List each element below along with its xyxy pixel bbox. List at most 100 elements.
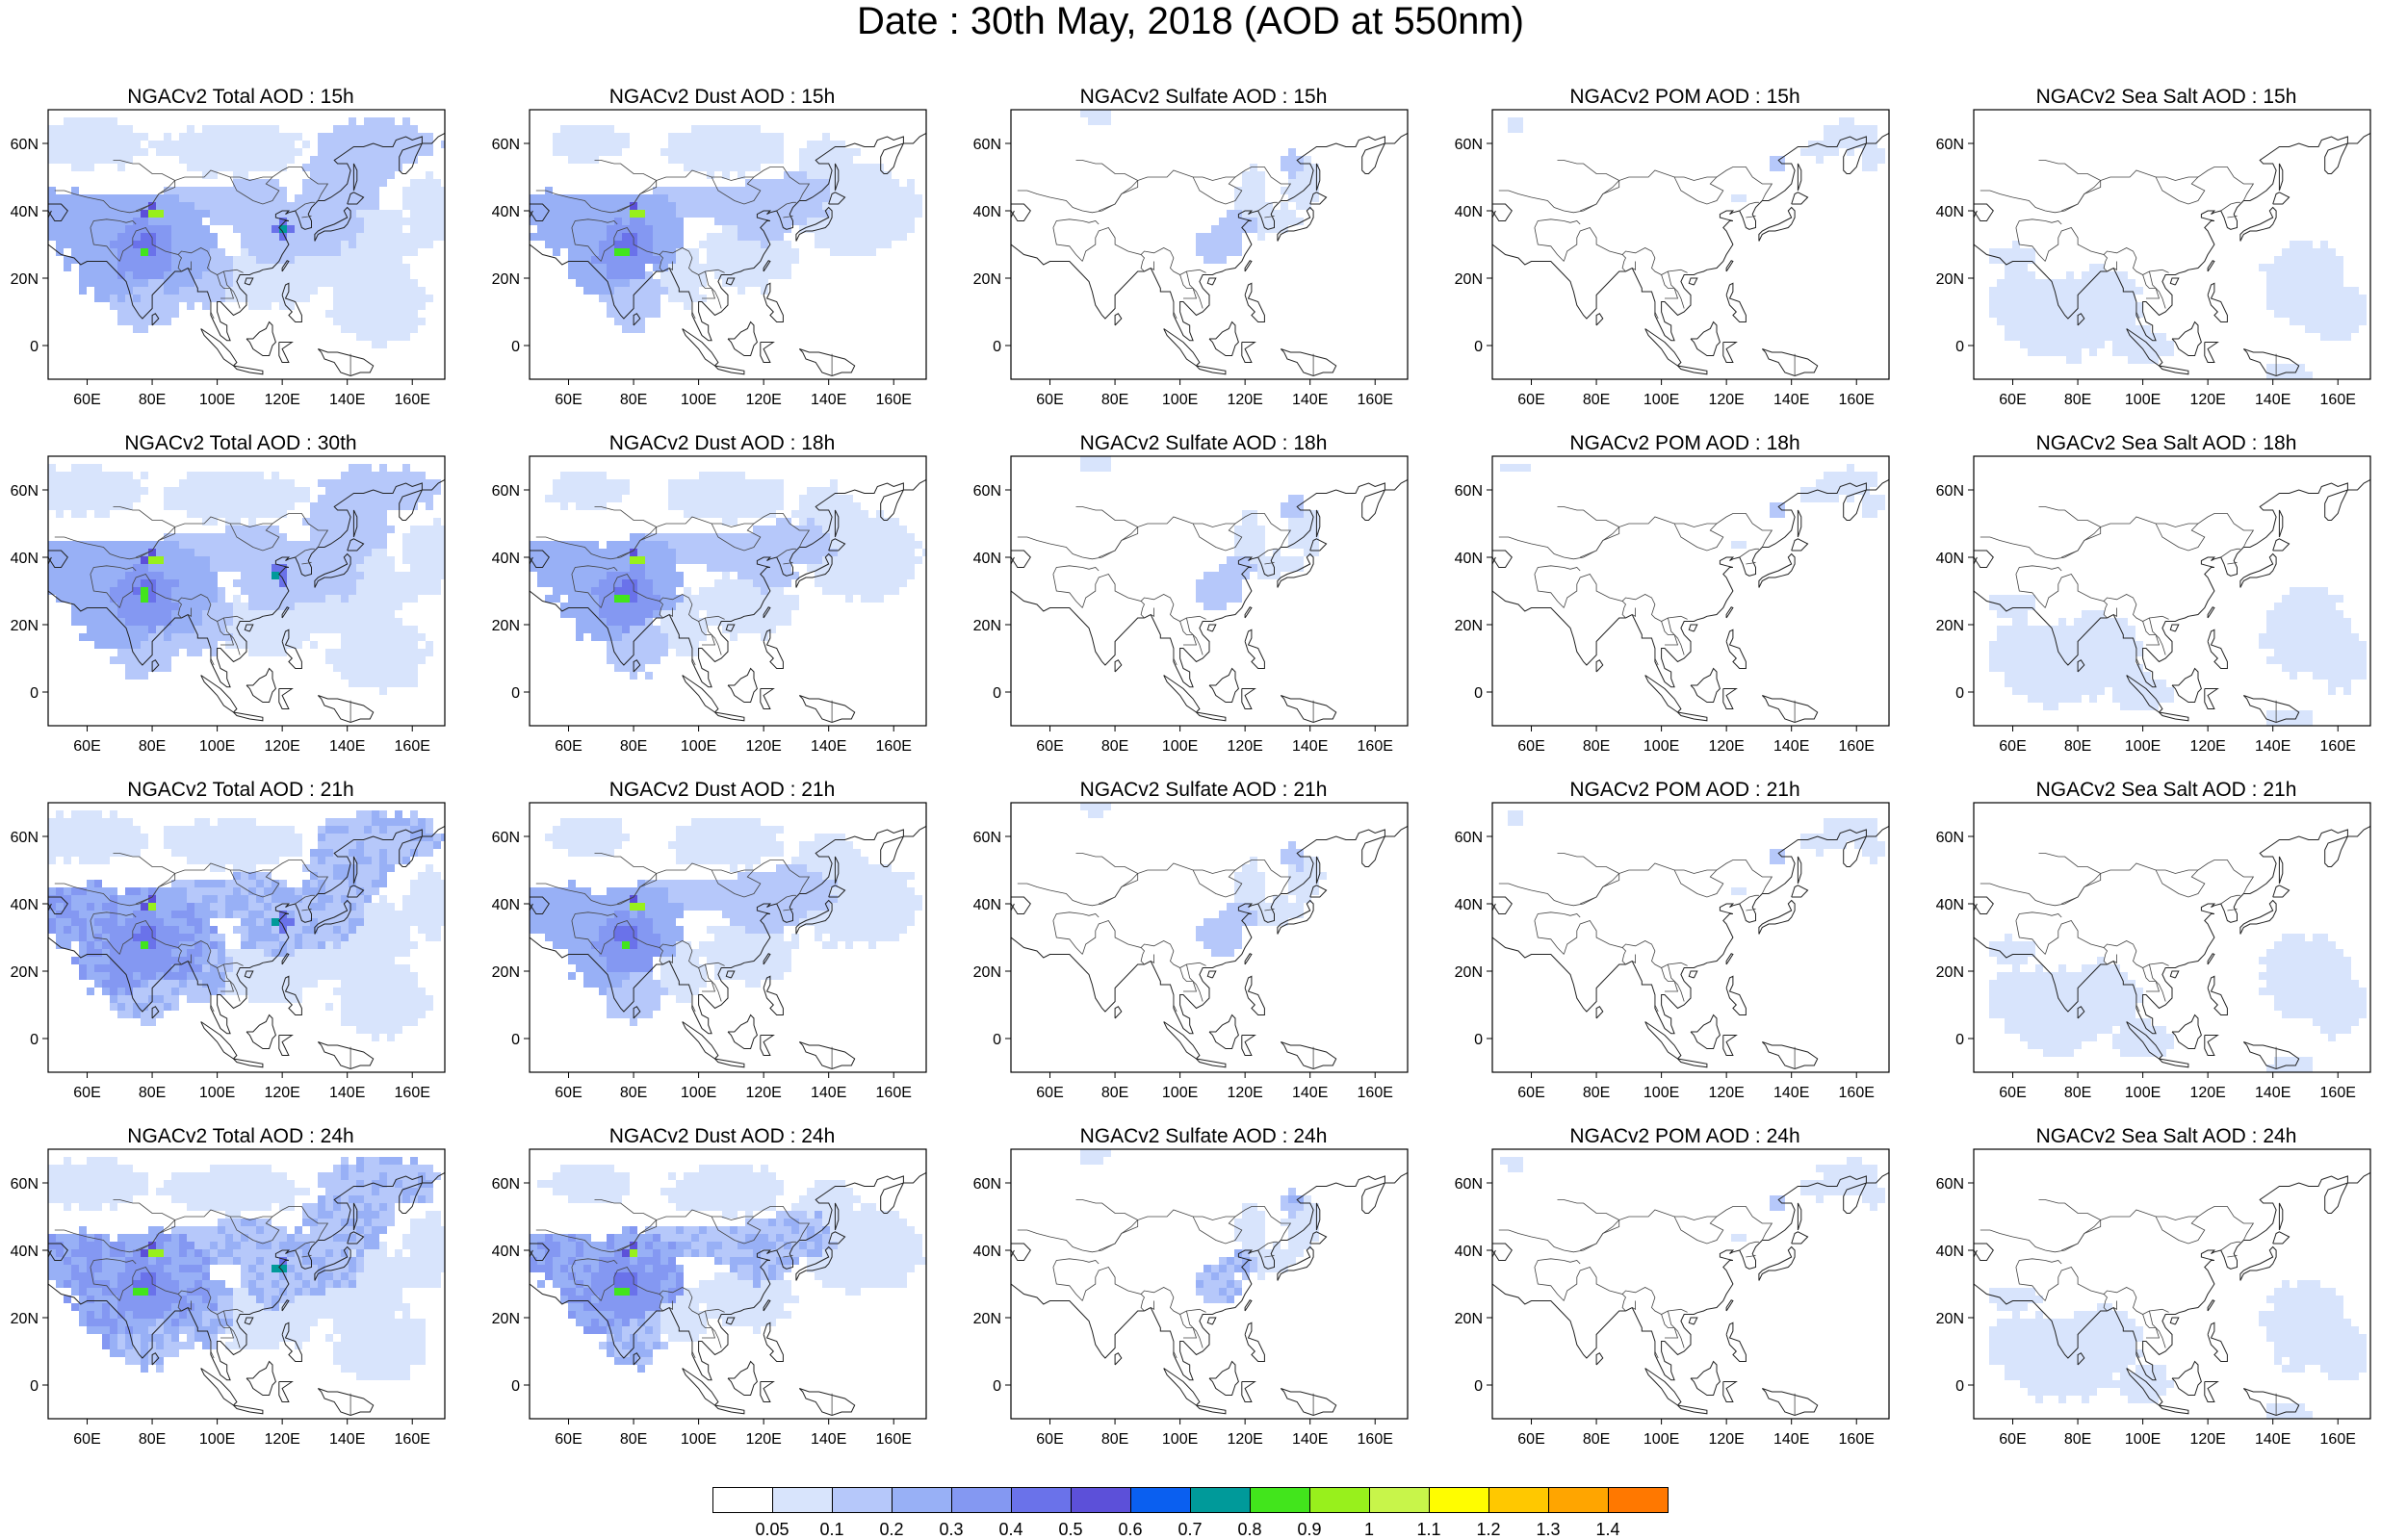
aod-grid-cell	[645, 556, 653, 564]
aod-grid-cell	[94, 225, 102, 233]
aod-grid-cell	[637, 664, 645, 672]
aod-grid-cell	[102, 148, 110, 156]
aod-grid-cell	[1739, 541, 1747, 549]
aod-grid-cell	[2266, 287, 2274, 295]
aod-grid-cell	[79, 610, 87, 618]
lat-tick-label: 40N	[11, 551, 39, 567]
aod-grid-cell	[56, 141, 64, 148]
aod-grid-cell	[722, 495, 730, 502]
aod-grid-cell	[110, 587, 117, 595]
aod-grid-cell	[2028, 256, 2035, 264]
lon-tick-label: 80E	[620, 392, 647, 408]
aod-grid-cell	[2297, 271, 2305, 279]
aod-grid-cell	[699, 587, 707, 595]
aod-grid-cell	[117, 479, 125, 487]
aod-grid-cell	[2282, 295, 2290, 302]
aod-grid-cell	[1847, 117, 1854, 125]
aod-grid-cell	[1257, 187, 1265, 194]
aod-grid-cell	[2128, 695, 2135, 703]
aod-grid-cell	[325, 587, 333, 595]
aod-grid-cell	[117, 295, 125, 302]
aod-grid-cell	[2074, 695, 2082, 703]
aod-grid-cell	[256, 479, 264, 487]
aod-grid-cell	[164, 641, 171, 649]
aod-grid-cell	[433, 526, 441, 533]
aod-grid-cell	[418, 587, 426, 595]
aod-grid-cell	[553, 225, 560, 233]
aod-grid-cell	[1877, 502, 1885, 510]
aod-grid-cell	[583, 564, 591, 572]
aod-grid-cell	[187, 225, 194, 233]
aod-grid-cell	[653, 549, 660, 556]
aod-grid-cell	[660, 649, 668, 656]
aod-grid-cell	[402, 549, 410, 556]
aod-grid-cell	[2074, 626, 2082, 633]
aod-grid-cell	[660, 194, 668, 202]
aod-grid-cell	[691, 202, 699, 210]
aod-grid-cell	[838, 587, 845, 595]
aod-grid-cell	[1281, 564, 1288, 572]
aod-grid-cell	[2105, 641, 2112, 649]
aod-grid-cell	[256, 141, 264, 148]
aod-grid-cell	[892, 579, 899, 587]
aod-grid-cell	[1997, 295, 2005, 302]
aod-grid-cell	[272, 587, 279, 595]
aod-grid-cell	[807, 533, 815, 541]
aod-grid-cell	[2120, 703, 2128, 710]
aod-grid-cell	[1997, 279, 2005, 287]
aod-grid-cell	[325, 241, 333, 248]
aod-grid-cell	[94, 479, 102, 487]
aod-grid-cell	[287, 595, 295, 603]
aod-grid-cell	[164, 502, 171, 510]
aod-grid-cell	[1997, 310, 2005, 318]
aod-grid-cell	[364, 641, 372, 649]
aod-grid-cell	[2151, 341, 2159, 348]
aod-grid-cell	[599, 587, 607, 595]
aod-grid-cell	[410, 248, 418, 256]
aod-grid-cell	[2012, 310, 2020, 318]
aod-grid-cell	[402, 333, 410, 341]
aod-grid-cell	[1250, 202, 1257, 210]
aod-grid-cell	[379, 225, 387, 233]
aod-grid-cell	[1777, 164, 1785, 171]
aod-grid-cell	[2128, 633, 2135, 641]
aod-grid-cell	[179, 210, 187, 218]
aod-grid-cell	[1854, 125, 1862, 133]
aod-grid-cell	[1770, 502, 1777, 510]
aod-grid-cell	[2143, 703, 2151, 710]
aod-grid-cell	[2112, 302, 2120, 310]
aod-grid-cell	[141, 295, 148, 302]
aod-grid-cell	[179, 549, 187, 556]
aod-grid-cell	[125, 318, 133, 325]
aod-grid-cell	[410, 556, 418, 564]
aod-grid-cell	[48, 472, 56, 479]
aod-grid-cell	[202, 241, 210, 248]
aod-grid-cell	[225, 495, 233, 502]
aod-grid-cell	[333, 141, 341, 148]
aod-grid-cell	[761, 133, 768, 141]
aod-grid-cell	[722, 148, 730, 156]
aod-grid-cell	[738, 233, 745, 241]
aod-grid-cell	[738, 579, 745, 587]
aod-grid-cell	[48, 495, 56, 502]
aod-grid-cell	[164, 233, 171, 241]
aod-grid-cell	[87, 279, 94, 287]
aod-grid-cell	[2051, 341, 2058, 348]
aod-grid-cell	[187, 164, 194, 171]
aod-grid-cell	[102, 156, 110, 164]
aod-grid-cell	[372, 680, 379, 687]
aod-grid-cell	[745, 587, 753, 595]
aod-grid-cell	[202, 141, 210, 148]
aod-grid-cell	[768, 187, 776, 194]
aod-grid-cell	[560, 472, 568, 479]
aod-grid-cell	[2105, 271, 2112, 279]
coastline	[1115, 314, 1122, 325]
aod-grid-cell	[187, 148, 194, 156]
aod-grid-cell	[845, 572, 853, 579]
aod-grid-cell	[264, 533, 272, 541]
aod-grid-cell	[861, 541, 868, 549]
aod-grid-cell	[838, 187, 845, 194]
aod-grid-cell	[722, 556, 730, 564]
aod-grid-cell	[56, 133, 64, 141]
aod-grid-cell	[187, 202, 194, 210]
